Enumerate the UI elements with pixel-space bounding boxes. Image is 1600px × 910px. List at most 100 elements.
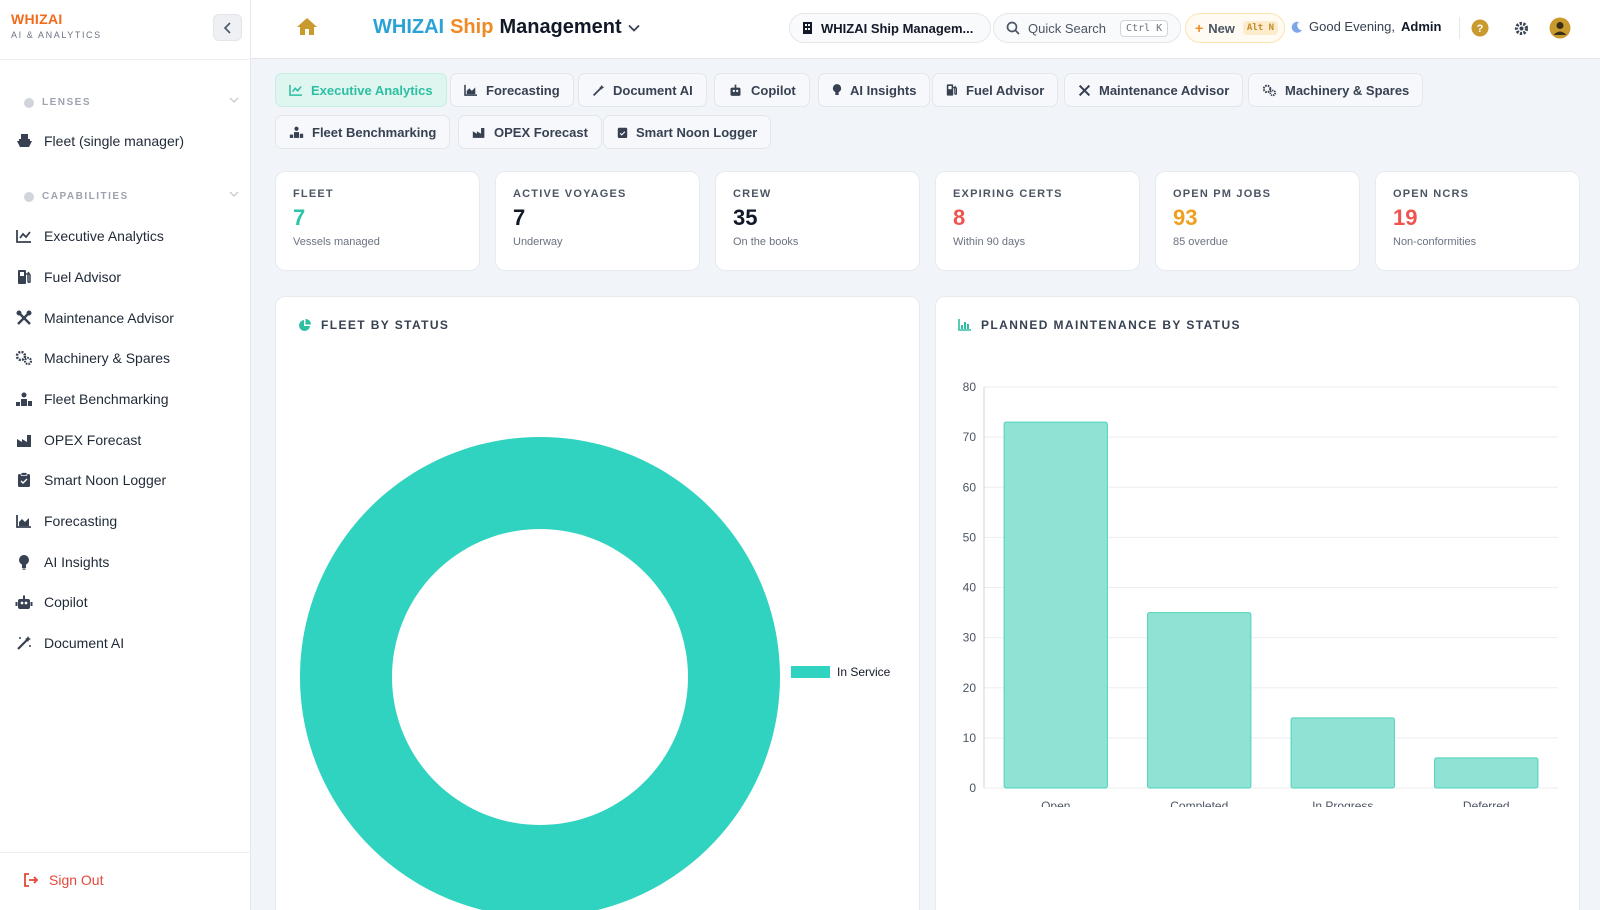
area-chart-icon bbox=[464, 84, 478, 96]
tab-label: Copilot bbox=[751, 82, 796, 98]
robot-icon bbox=[15, 593, 33, 611]
tab-fuel-advisor[interactable]: Fuel Advisor bbox=[932, 73, 1059, 107]
stat-value: 7 bbox=[513, 205, 526, 230]
title-part-ship: Ship bbox=[450, 16, 494, 38]
stat-value: 35 bbox=[733, 205, 758, 230]
sidebar-item-label: AI Insights bbox=[44, 554, 110, 570]
tab-opex-forecast[interactable]: OPEX Forecast bbox=[458, 115, 602, 149]
y-tick-label: 80 bbox=[963, 380, 977, 394]
stat-label: FLEET bbox=[293, 188, 334, 200]
tab-machinery-spares[interactable]: Machinery & Spares bbox=[1248, 73, 1424, 107]
divider bbox=[0, 59, 251, 60]
section-capabilities[interactable]: CAPABILITIES bbox=[24, 191, 239, 202]
stat-label: EXPIRING CERTS bbox=[953, 188, 1063, 200]
chevron-down-icon bbox=[628, 24, 640, 32]
sidebar-item-executive-analytics[interactable]: Executive Analytics bbox=[15, 224, 164, 248]
y-tick-label: 0 bbox=[969, 781, 976, 795]
chevron-down-icon bbox=[229, 97, 239, 103]
user-avatar-button[interactable] bbox=[1548, 16, 1572, 40]
sidebar-item-smart-noon-logger[interactable]: Smart Noon Logger bbox=[15, 468, 166, 492]
tab-label: Machinery & Spares bbox=[1285, 82, 1410, 98]
new-button[interactable]: + New Alt N bbox=[1185, 13, 1285, 43]
bar[interactable] bbox=[1003, 421, 1108, 789]
sidebar-item-forecasting[interactable]: Forecasting bbox=[15, 509, 117, 533]
new-shortcut: Alt N bbox=[1242, 21, 1279, 35]
company-selector[interactable]: WHIZAI Ship Managem... bbox=[789, 13, 991, 43]
tools-icon bbox=[1078, 84, 1091, 97]
sidebar-item-document-ai[interactable]: Document AI bbox=[15, 631, 124, 655]
dot-icon bbox=[24, 191, 34, 202]
panel-title: FLEET BY STATUS bbox=[298, 318, 449, 332]
stat-card-open-pm-jobs[interactable]: OPEN PM JOBS 93 85 overdue bbox=[1155, 171, 1360, 271]
section-lenses[interactable]: LENSES bbox=[24, 97, 239, 108]
line-chart-icon bbox=[289, 84, 303, 96]
stat-value: 93 bbox=[1173, 205, 1198, 230]
lightbulb-icon bbox=[15, 553, 33, 571]
tools-icon bbox=[15, 309, 33, 327]
donut-chart: In Service bbox=[300, 437, 891, 910]
brand-logo[interactable]: WHIZAI AI & ANALYTICS bbox=[11, 11, 102, 40]
y-tick-label: 20 bbox=[963, 681, 977, 695]
sidebar-item-fuel-advisor[interactable]: Fuel Advisor bbox=[15, 265, 121, 289]
tab-copilot[interactable]: Copilot bbox=[714, 73, 810, 107]
sidebar-item-fleet-lens[interactable]: Fleet (single manager) bbox=[15, 129, 184, 153]
stat-card-open-ncrs[interactable]: OPEN NCRS 19 Non-conformities bbox=[1375, 171, 1580, 271]
stat-card-fleet[interactable]: FLEET 7 Vessels managed bbox=[275, 171, 480, 271]
area-chart-icon bbox=[15, 512, 33, 530]
tab-ai-insights[interactable]: AI Insights bbox=[818, 73, 931, 107]
home-button[interactable] bbox=[296, 17, 318, 41]
collapse-sidebar-button[interactable] bbox=[213, 14, 242, 41]
tab-label: Fuel Advisor bbox=[966, 82, 1045, 98]
sidebar: WHIZAI AI & ANALYTICS LENSES Fleet (sing… bbox=[0, 0, 251, 910]
sidebar-item-ai-insights[interactable]: AI Insights bbox=[15, 550, 109, 574]
tab-label: AI Insights bbox=[850, 82, 917, 98]
bar[interactable] bbox=[1290, 717, 1395, 789]
stat-card-expiring-certs[interactable]: EXPIRING CERTS 8 Within 90 days bbox=[935, 171, 1140, 271]
x-tick-label: Open bbox=[1041, 799, 1070, 807]
robot-icon bbox=[728, 84, 743, 97]
gas-pump-icon bbox=[15, 268, 33, 286]
tab-forecasting[interactable]: Forecasting bbox=[450, 73, 574, 107]
greeting: Good Evening, Admin bbox=[1291, 19, 1441, 34]
tab-maintenance-advisor[interactable]: Maintenance Advisor bbox=[1064, 73, 1244, 107]
settings-button[interactable] bbox=[1509, 16, 1533, 40]
help-button[interactable]: ? bbox=[1468, 16, 1492, 40]
sign-out-label: Sign Out bbox=[49, 872, 104, 888]
tab-label: Document AI bbox=[613, 82, 693, 98]
sign-out-button[interactable]: Sign Out bbox=[23, 872, 103, 888]
divider bbox=[0, 852, 251, 853]
bar[interactable] bbox=[1434, 757, 1539, 789]
tab-label: Fleet Benchmarking bbox=[312, 124, 437, 140]
help-icon: ? bbox=[1471, 19, 1489, 37]
sidebar-item-opex-forecast[interactable]: OPEX Forecast bbox=[15, 428, 141, 452]
bar-chart: 0 10 20 30 40 50 60 70 80 Open Completed In Progres… bbox=[963, 380, 1558, 807]
sidebar-item-fleet-benchmarking[interactable]: Fleet Benchmarking bbox=[15, 387, 169, 411]
section-label: LENSES bbox=[42, 97, 92, 108]
app-title-dropdown[interactable]: WHIZAI Ship Management bbox=[373, 16, 640, 39]
sidebar-item-machinery-spares[interactable]: Machinery & Spares bbox=[15, 346, 170, 370]
sidebar-item-copilot[interactable]: Copilot bbox=[15, 590, 88, 614]
stat-label: ACTIVE VOYAGES bbox=[513, 188, 627, 200]
clipboard-icon bbox=[15, 471, 33, 489]
sidebar-item-maintenance-advisor[interactable]: Maintenance Advisor bbox=[15, 306, 174, 330]
brand-subtitle: AI & ANALYTICS bbox=[11, 30, 102, 40]
quick-search-button[interactable]: Quick Search Ctrl K bbox=[993, 13, 1181, 43]
tab-fleet-benchmarking[interactable]: Fleet Benchmarking bbox=[275, 115, 451, 149]
gas-pump-icon bbox=[946, 83, 958, 97]
pie-chart-icon bbox=[299, 318, 311, 331]
benchmark-icon bbox=[289, 126, 304, 139]
tab-smart-noon-logger[interactable]: Smart Noon Logger bbox=[603, 115, 772, 149]
stat-card-active-voyages[interactable]: ACTIVE VOYAGES 7 Underway bbox=[495, 171, 700, 271]
bar[interactable] bbox=[1147, 612, 1252, 789]
line-chart-icon bbox=[15, 227, 33, 245]
svg-text:?: ? bbox=[1477, 23, 1484, 35]
gears-icon bbox=[1262, 84, 1277, 97]
stat-card-crew[interactable]: CREW 35 On the books bbox=[715, 171, 920, 271]
sidebar-item-label: OPEX Forecast bbox=[44, 432, 142, 448]
sign-out-icon bbox=[24, 873, 39, 887]
donut-slice[interactable] bbox=[300, 437, 780, 910]
y-tick-label: 60 bbox=[963, 480, 977, 494]
stat-label: OPEN PM JOBS bbox=[1173, 188, 1272, 200]
tab-document-ai[interactable]: Document AI bbox=[578, 73, 707, 107]
tab-executive-analytics[interactable]: Executive Analytics bbox=[275, 73, 447, 107]
